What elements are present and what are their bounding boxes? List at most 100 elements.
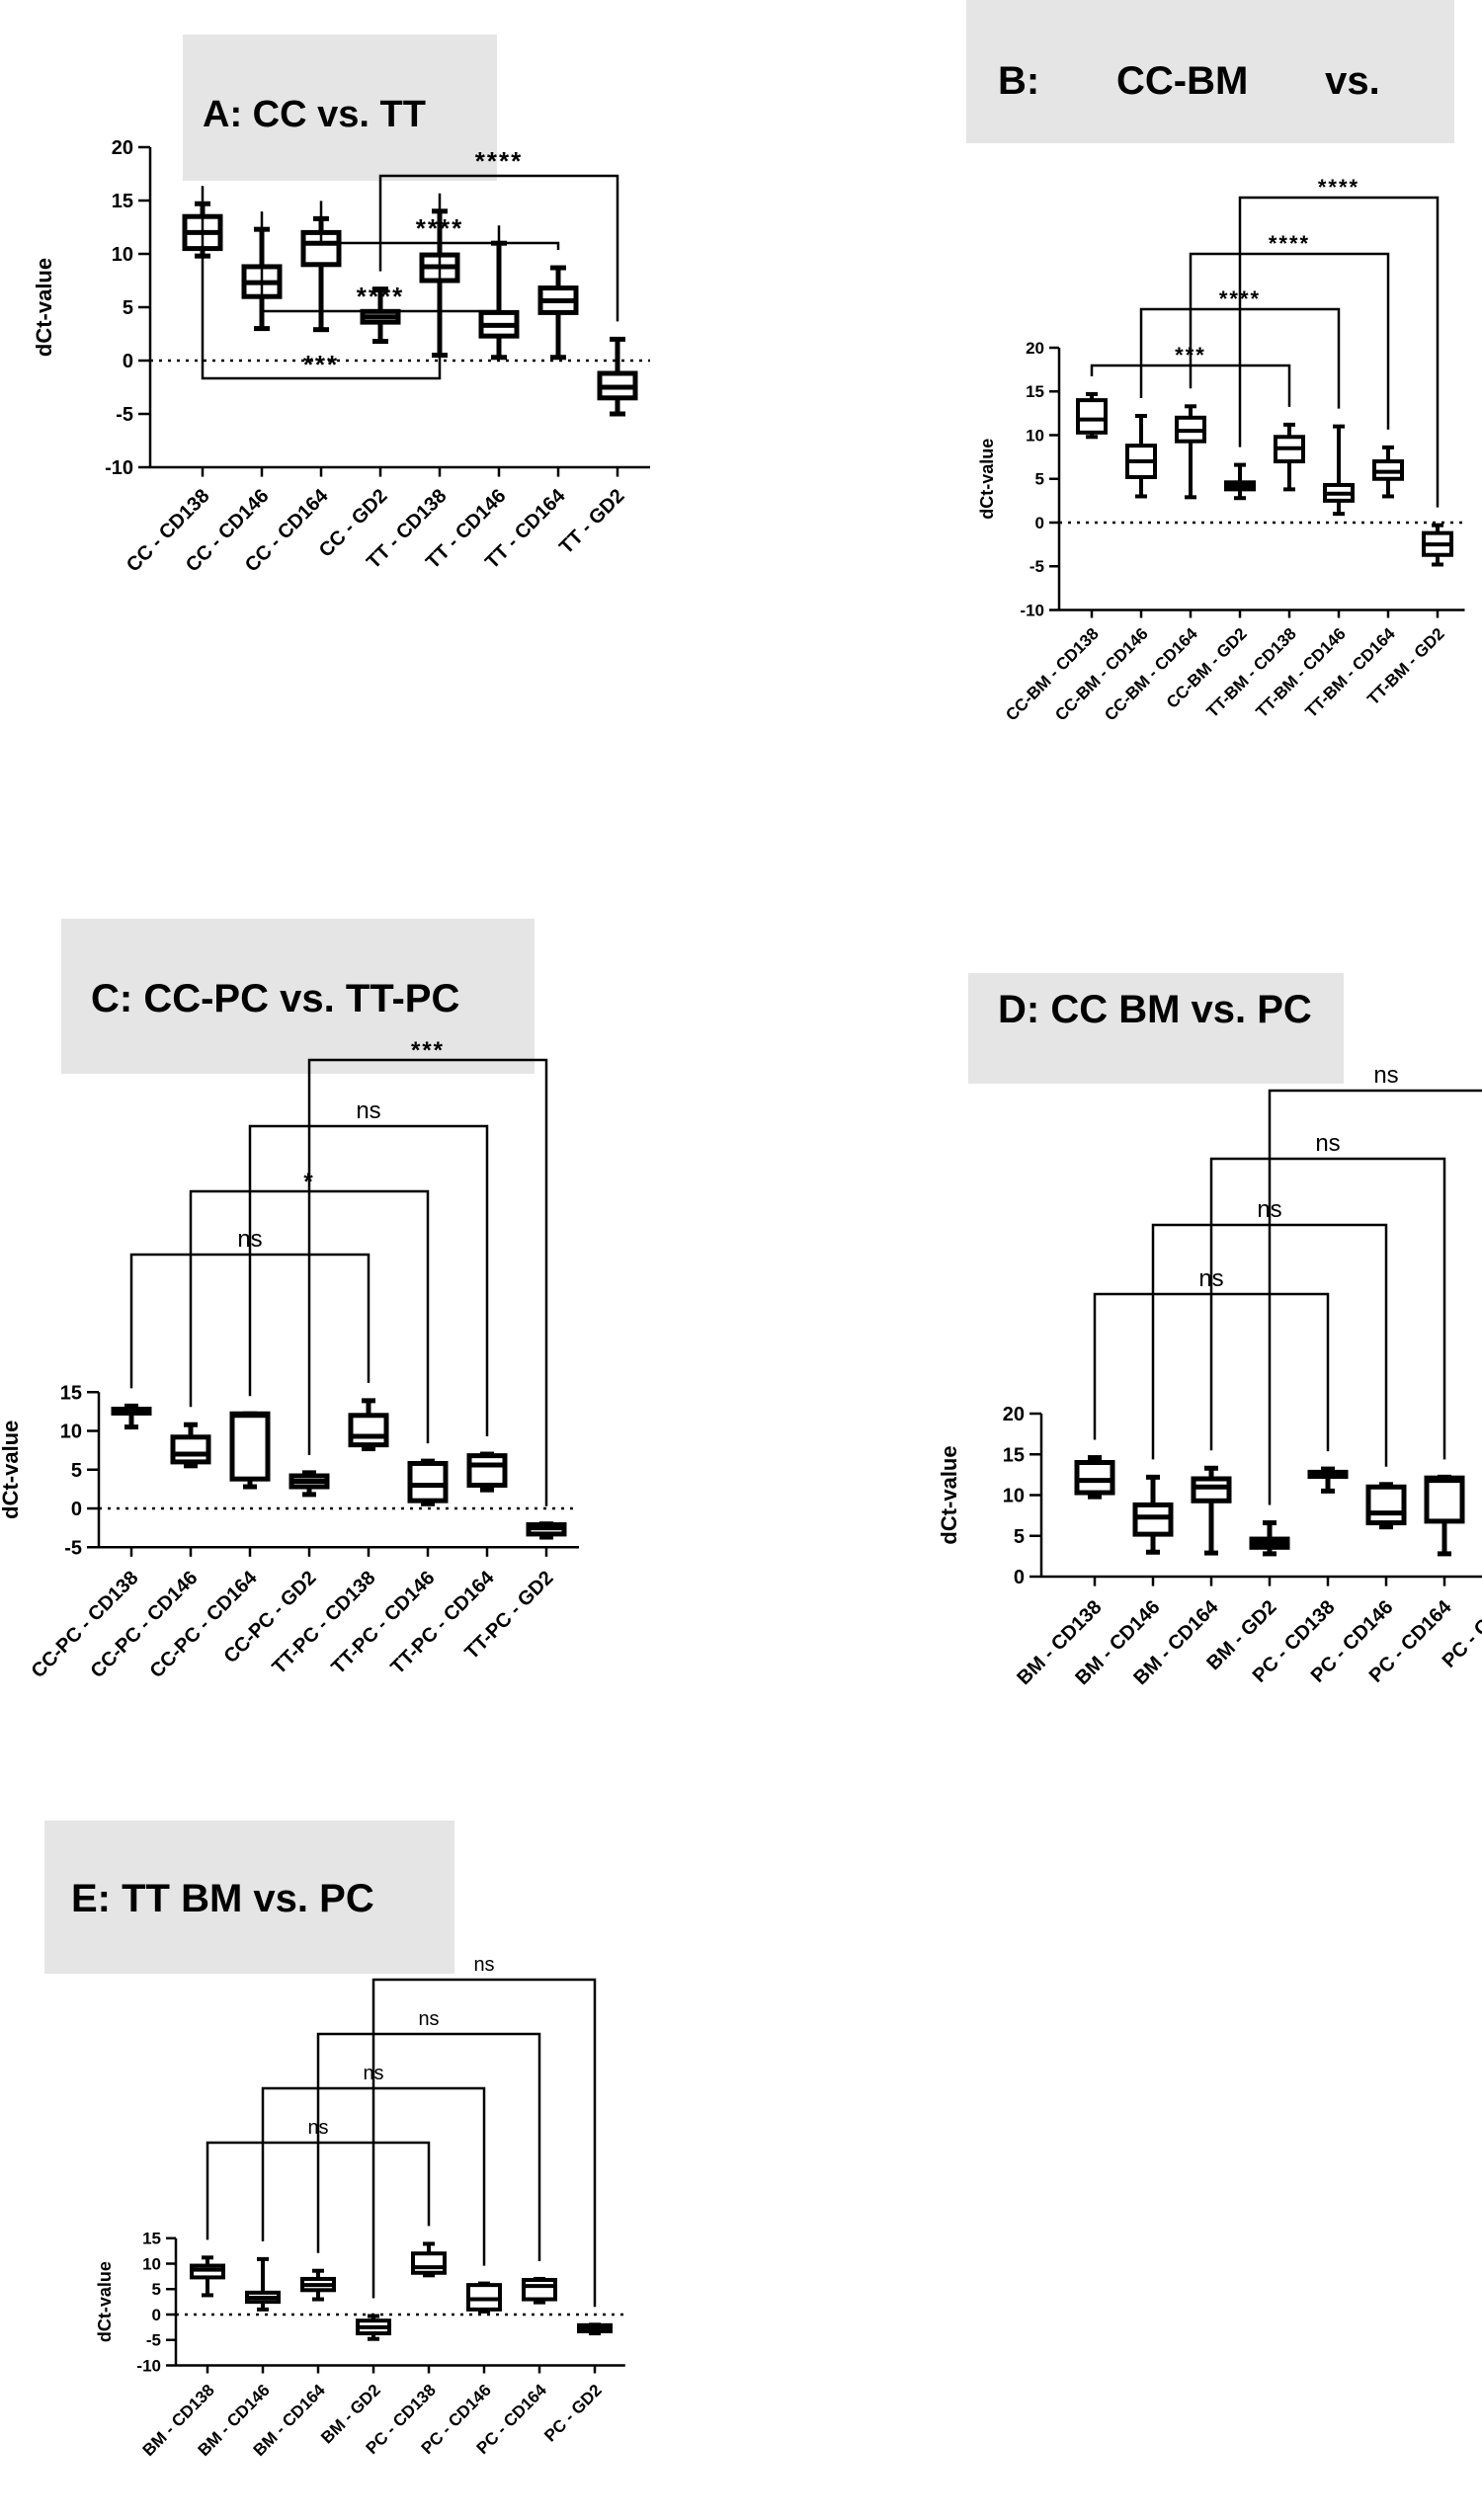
box-1 [111, 1403, 152, 1430]
significance-label: ns [1315, 1130, 1340, 1157]
significance-bracket [248, 1124, 489, 1437]
box-3 [229, 1411, 271, 1490]
chart-title-bar [968, 973, 1344, 1084]
box-2 [245, 2256, 281, 2312]
chart-panel-2: B: CC-BM vs.-10-505101520dCt-valueCC-BM … [966, 0, 1465, 724]
box-4 [288, 1470, 330, 1498]
significance-label: **** [416, 213, 463, 243]
box-8 [597, 336, 638, 417]
significance-label: ns [473, 1954, 494, 1976]
significance-bracket [1209, 1157, 1446, 1460]
significance-bracket [1268, 1089, 1482, 1505]
y-axis-label: dCt-value [95, 2261, 115, 2342]
y-tick-label: 15 [1026, 382, 1044, 401]
box-8 [526, 1521, 567, 1540]
y-tick-label: -10 [105, 457, 133, 479]
y-tick-label: 5 [71, 1460, 82, 1482]
y-tick-label: 15 [60, 1382, 82, 1404]
significance-label: ns [418, 2008, 439, 2030]
box-5 [411, 2241, 447, 2278]
y-tick-label: 5 [123, 297, 133, 319]
box-2 [1132, 1474, 1174, 1555]
y-tick-label: 15 [112, 191, 133, 212]
box-iqr [229, 1411, 271, 1482]
box-4 [356, 2314, 391, 2341]
box-iqr [1365, 1484, 1407, 1526]
x-category-label: TT-PC - CD164 [387, 1567, 500, 1679]
box-7 [1372, 445, 1404, 499]
y-tick-label: 20 [1003, 1404, 1025, 1425]
box-5 [348, 1398, 389, 1452]
y-tick-label: 20 [1026, 339, 1044, 358]
chart-title-bar [183, 35, 497, 181]
significance-bracket [319, 201, 560, 251]
chart-title: C: CC-PC vs. TT-PC [91, 977, 459, 1020]
chart-title-bar [61, 919, 535, 1074]
y-tick-label: -5 [1029, 557, 1044, 576]
significance-label: **** [1318, 175, 1359, 200]
chart-title: D: CC BM vs. PC [998, 988, 1312, 1031]
significance-bracket [201, 186, 442, 380]
y-tick-label: 5 [152, 2280, 161, 2299]
significance-bracket [1238, 196, 1440, 508]
box-iqr [1191, 1476, 1232, 1504]
box-3 [300, 2268, 336, 2302]
y-tick-label: 20 [112, 137, 133, 159]
x-category-label: CC-PC - CD164 [146, 1567, 263, 1683]
y-tick-label: -5 [116, 404, 133, 426]
box-iqr [466, 2283, 502, 2312]
box-5 [1274, 422, 1305, 492]
box-iqr [522, 2277, 557, 2302]
y-tick-label: -5 [64, 1537, 82, 1559]
y-axis-label: dCt-value [32, 258, 56, 357]
box-7 [537, 265, 579, 361]
y-tick-label: 0 [1035, 514, 1044, 532]
y-axis-label: dCt-value [937, 1445, 961, 1544]
x-category-label: CC-PC - CD138 [28, 1567, 143, 1682]
significance-label: **** [475, 146, 523, 176]
y-axis-label: dCt-value [977, 439, 997, 520]
significance-label: *** [411, 1037, 445, 1064]
y-tick-label: 0 [1014, 1567, 1025, 1588]
chart-title-bar [966, 0, 1454, 143]
box-7 [1424, 1474, 1465, 1557]
significance-label: **** [357, 282, 404, 311]
x-category-label: PC - GD2 [540, 2381, 606, 2446]
x-category-label: TT-PC - CD138 [269, 1567, 380, 1678]
box-iqr [1074, 1460, 1115, 1496]
box-6 [1365, 1482, 1407, 1530]
x-category-label: TT - GD2 [555, 485, 628, 558]
box-5 [1307, 1466, 1349, 1494]
y-tick-label: -10 [1020, 601, 1044, 619]
significance-label: ns [356, 1097, 380, 1124]
box-3 [1175, 404, 1206, 500]
x-category-label: TT-BM - CD138 [1203, 624, 1300, 721]
box-iqr [466, 1453, 508, 1488]
chart-title-bar [44, 1821, 454, 1974]
x-category-label: CC-PC - CD146 [87, 1567, 203, 1682]
box-iqr [348, 1413, 389, 1448]
chart-title: B: CC-BM vs. [998, 59, 1380, 103]
box-7 [466, 1451, 508, 1493]
box-1 [1076, 391, 1108, 440]
box-iqr [411, 2251, 447, 2275]
box-8 [577, 2322, 613, 2336]
box-4 [1224, 462, 1256, 501]
significance-bracket [307, 1058, 548, 1506]
significance-bracket [378, 174, 619, 322]
y-tick-label: 0 [71, 1499, 82, 1520]
box-6 [1323, 424, 1355, 517]
y-tick-label: 5 [1035, 470, 1044, 489]
y-tick-label: -5 [146, 2331, 161, 2350]
box-2 [170, 1422, 211, 1469]
chart-title: A: CC vs. TT [203, 94, 426, 135]
box-iqr [1076, 398, 1108, 435]
y-tick-label: 10 [1026, 426, 1044, 445]
y-tick-label: 10 [142, 2254, 161, 2273]
significance-label: **** [1269, 231, 1310, 256]
y-tick-label: 0 [123, 351, 133, 372]
y-tick-label: 10 [1003, 1486, 1025, 1507]
box-1 [1074, 1455, 1115, 1500]
